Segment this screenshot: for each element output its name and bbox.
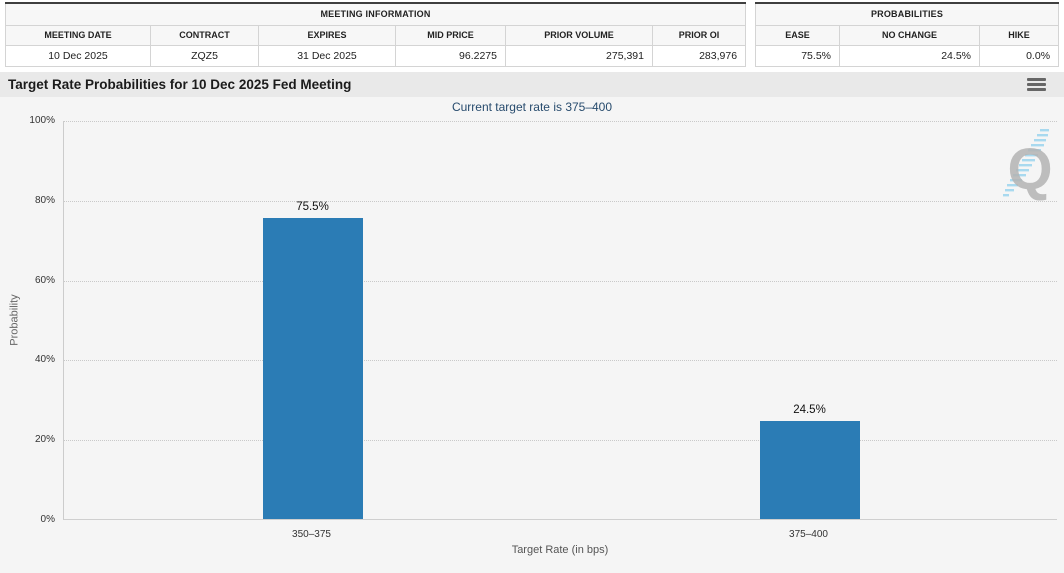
col-ease: EASE: [755, 24, 840, 46]
y-tick-label: 40%: [34, 354, 55, 366]
bar-data-label: 75.5%: [296, 200, 329, 213]
chart-subtitle: Current target rate is 375–400: [451, 100, 613, 114]
y-tick-label: 80%: [34, 194, 55, 206]
col-prior-oi: PRIOR OI: [651, 24, 747, 46]
col-meeting-date: MEETING DATE: [5, 24, 151, 46]
probabilities-table: PROBABILITIES EASE NO CHANGE HIKE 75.5% …: [754, 2, 1060, 67]
col-expires: EXPIRES: [258, 24, 396, 46]
top-tables-strip: MEETING INFORMATION MEETING DATE CONTRAC…: [0, 0, 1064, 72]
probabilities-title: PROBABILITIES: [754, 2, 1060, 26]
meeting-information-table: MEETING INFORMATION MEETING DATE CONTRAC…: [4, 2, 747, 67]
quikstrike-watermark-icon: Q: [1003, 129, 1053, 202]
meeting-information-title: MEETING INFORMATION: [4, 2, 747, 26]
x-tick-label: 350–375: [292, 529, 331, 540]
col-no-change: NO CHANGE: [839, 24, 980, 46]
gridline: [64, 360, 1057, 362]
fed-meeting-chart: Target Rate Probabilities for 10 Dec 202…: [0, 72, 1064, 573]
col-contract: CONTRACT: [150, 24, 259, 46]
gridline: [64, 200, 1057, 202]
probability-bar-350-375[interactable]: [262, 217, 363, 519]
col-prior-volume: PRIOR VOLUME: [505, 24, 653, 46]
x-axis-title: Target Rate (in bps): [511, 544, 609, 556]
chart-header: Target Rate Probabilities for 10 Dec 202…: [0, 72, 1064, 97]
hamburger-icon[interactable]: [1027, 78, 1046, 91]
bar-data-label: 24.5%: [793, 404, 826, 417]
prior-oi-value: 283,976: [651, 44, 747, 67]
y-tick-label: 100%: [29, 115, 55, 126]
chart-title: Target Rate Probabilities for 10 Dec 202…: [8, 77, 352, 92]
gridline: [64, 280, 1057, 282]
mid-price-value: 96.2275: [395, 44, 506, 67]
probability-bar-375-400[interactable]: [759, 421, 860, 519]
hike-value: 0.0%: [978, 44, 1060, 67]
ease-value: 75.5%: [755, 44, 840, 67]
gridline: [64, 440, 1057, 442]
y-tick-label: 20%: [34, 434, 55, 446]
watermark-letter: Q: [1007, 137, 1052, 202]
plot-area: Q 75.5% 24.5%: [63, 121, 1057, 520]
y-axis-title: Probability: [8, 294, 21, 346]
y-tick-label: 0%: [40, 514, 55, 525]
x-tick-label: 375–400: [789, 529, 828, 540]
col-hike: HIKE: [978, 24, 1060, 46]
no-change-value: 24.5%: [839, 44, 980, 67]
contract-value: ZQZ5: [150, 44, 259, 67]
meeting-date-value: 10 Dec 2025: [5, 44, 151, 67]
prior-volume-value: 275,391: [505, 44, 653, 67]
expires-value: 31 Dec 2025: [258, 44, 396, 67]
y-tick-label: 60%: [34, 274, 55, 286]
col-mid-price: MID PRICE: [395, 24, 506, 46]
gridline: [64, 121, 1057, 122]
